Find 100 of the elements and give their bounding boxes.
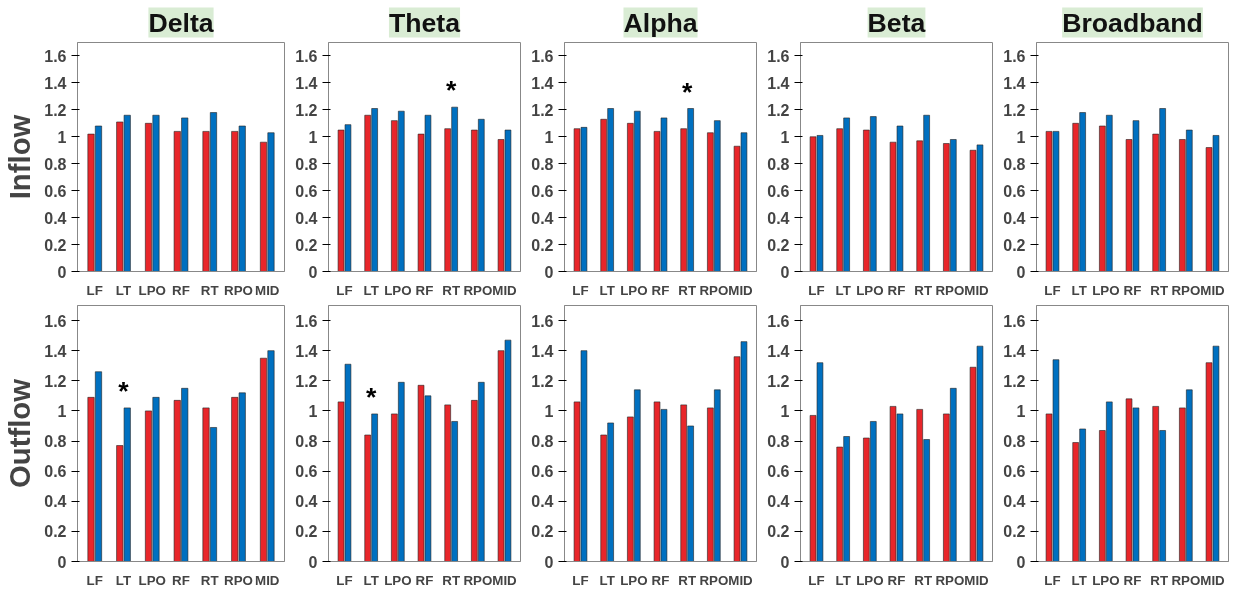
x-tick-label: RF	[415, 572, 434, 588]
y-tick-label: 0.6	[767, 463, 790, 481]
y-tick-label: 1	[308, 402, 318, 420]
y-tick-label: 0.6	[1003, 182, 1026, 200]
x-tick-label: RF	[887, 572, 906, 588]
y-tick-label: 0.6	[295, 463, 318, 481]
y-tick-label: 1.6	[767, 312, 790, 330]
y-tick-label: 1.6	[295, 47, 318, 65]
x-tick-label: RT	[1150, 572, 1169, 588]
y-tick-label: 1	[544, 402, 554, 420]
y-tick-label: 0	[57, 263, 67, 281]
x-tick-label: LPO	[1092, 282, 1120, 298]
x-tick-label: RF	[172, 282, 190, 298]
x-tick-label: RT	[914, 282, 933, 298]
x-tick-label: LPO	[620, 572, 648, 588]
x-tick-label: LT	[363, 572, 379, 588]
y-tick-label: 0.6	[295, 182, 318, 200]
y-tick-label: 0.8	[1003, 433, 1026, 451]
x-tick-label: RF	[651, 282, 670, 298]
y-tick-label: 0.6	[44, 182, 67, 200]
y-tick-label: 1.4	[1003, 342, 1026, 360]
y-tick-label: 0.2	[1003, 236, 1026, 254]
y-tick-label: 0	[780, 553, 790, 571]
x-tick-label: RT	[678, 572, 697, 588]
y-tick-label: 0.2	[531, 236, 554, 254]
y-tick-label: 0.2	[44, 523, 67, 541]
y-tick-label: 0	[308, 553, 318, 571]
y-tick-label: 0.2	[295, 236, 318, 254]
x-tick-label: RT	[442, 572, 461, 588]
chart-title: Theta	[388, 7, 461, 38]
y-tick-label: 0.6	[531, 463, 554, 481]
y-tick-label: 1.2	[44, 101, 67, 119]
chart-title: Alpha	[623, 7, 698, 38]
y-tick-label: 0.6	[1003, 463, 1026, 481]
annotation: *	[445, 75, 457, 106]
x-tick-label: LF	[86, 282, 103, 298]
x-tick-label: LPO	[1092, 572, 1120, 588]
y-tick-label: 0.8	[295, 433, 318, 451]
y-tick-label: 0.4	[295, 493, 318, 511]
y-tick-label: 0.4	[1003, 493, 1026, 511]
x-tick-label: LT	[599, 282, 615, 298]
x-tick-label: RT	[200, 282, 219, 298]
y-tick-label: 0.6	[767, 182, 790, 200]
y-tick-label: 1.4	[767, 74, 790, 92]
x-tick-label: LPO	[384, 572, 412, 588]
y-tick-label: 1.6	[531, 312, 554, 330]
x-tick-label: LPO	[384, 282, 412, 298]
y-tick-label: 1	[1016, 128, 1026, 146]
x-tick-label: LPO	[138, 282, 166, 298]
x-tick-label: RPO	[935, 282, 965, 298]
x-tick-label: LF	[336, 282, 353, 298]
x-tick-label: MID	[492, 282, 518, 298]
x-tick-label: RPO	[463, 282, 493, 298]
y-tick-label: 0.8	[531, 433, 554, 451]
x-tick-label: LT	[599, 572, 615, 588]
chart-title: Delta	[148, 7, 214, 38]
y-tick-label: 1.2	[1003, 372, 1026, 390]
x-tick-label: RPO	[224, 572, 253, 588]
y-tick-label: 0.6	[531, 182, 554, 200]
x-tick-label: MID	[492, 572, 518, 588]
x-tick-label: LT	[363, 282, 379, 298]
y-tick-label: 1.2	[767, 372, 790, 390]
x-tick-label: RF	[651, 572, 670, 588]
y-tick-label: 1.4	[531, 342, 554, 360]
y-tick-label: 0.6	[44, 463, 67, 481]
y-tick-label: 0.4	[767, 209, 790, 227]
y-tick-label: 1.2	[295, 372, 318, 390]
y-tick-label: 0.4	[295, 209, 318, 227]
y-tick-label: 1.6	[1003, 47, 1026, 65]
x-tick-label: LT	[1071, 572, 1087, 588]
y-tick-label: 1	[780, 128, 790, 146]
y-tick-label: 1	[780, 402, 790, 420]
y-tick-label: 1	[308, 128, 318, 146]
y-tick-label: 1	[57, 402, 67, 420]
y-tick-label: 1.6	[44, 47, 67, 65]
y-tick-label: 1.6	[1003, 312, 1026, 330]
y-tick-label: 1.2	[44, 372, 67, 390]
y-tick-label: 0.2	[767, 236, 790, 254]
y-tick-label: 1	[1016, 402, 1026, 420]
y-tick-label: 0.8	[44, 155, 67, 173]
x-tick-label: RT	[1150, 282, 1169, 298]
y-tick-label: 0	[308, 263, 318, 281]
y-tick-label: 1	[544, 128, 554, 146]
y-tick-label: 0	[1016, 263, 1026, 281]
y-tick-label: 0.8	[531, 155, 554, 173]
x-tick-label: RF	[172, 572, 190, 588]
x-tick-label: LT	[115, 572, 132, 588]
x-tick-label: RPO	[224, 282, 253, 298]
y-tick-label: 1	[57, 128, 67, 146]
annotation: *	[365, 381, 377, 412]
y-tick-label: 0.8	[295, 155, 318, 173]
x-tick-label: RPO	[699, 572, 729, 588]
y-tick-label: 0.8	[767, 155, 790, 173]
x-tick-label: RPO	[1171, 572, 1201, 588]
y-tick-label: 1.2	[531, 101, 554, 119]
y-tick-label: 1.4	[44, 342, 67, 360]
y-tick-label: 1.2	[767, 101, 790, 119]
y-tick-label: 0	[57, 553, 67, 571]
x-tick-label: MID	[728, 572, 754, 588]
x-tick-label: LF	[86, 572, 103, 588]
